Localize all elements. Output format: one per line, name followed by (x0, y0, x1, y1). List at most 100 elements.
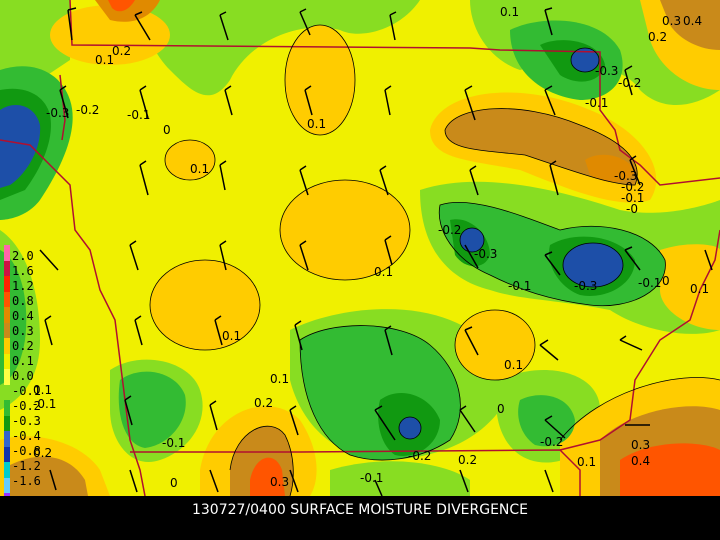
field-region (118, 371, 186, 448)
legend-swatch (4, 446, 10, 462)
map-caption: 130727/0400 SURFACE MOISTURE DIVERGENCE (191, 502, 529, 518)
contour-label: -0.3 (46, 106, 69, 120)
contour-labels: 0.10.20.10.3 0.40.2-0.3-0.2-0.1-0.3 -0.2 -0… (33, 5, 709, 490)
state-boundaries (0, 0, 720, 496)
legend-label: 0.1 (12, 354, 34, 368)
color-legend: 2.0 1.6 1.2 0.8 0.4 0.3 0.2 0.1 0.0 -0.1 -0.2 -0.3-… (0, 245, 60, 515)
contour-label: 0.4 (631, 454, 650, 468)
legend-swatch (4, 369, 10, 385)
field-region (165, 140, 215, 180)
contour-label: -0.1 (360, 471, 383, 485)
legend-label: 0.0 (12, 369, 34, 383)
contour-label: -0.1 (508, 279, 531, 293)
contour-label: 0.1 (374, 265, 393, 279)
contour-label: 0 (662, 274, 670, 288)
contour-label: 0.2 (254, 396, 273, 410)
field-region (146, 0, 420, 96)
contour-label: -0.2 (408, 449, 431, 463)
contour-label: 0.2 (458, 453, 477, 467)
contour-label: 0.2 (33, 446, 52, 460)
legend-label: -0.3 (12, 414, 41, 428)
contour-label: -0.2 (76, 103, 99, 117)
legend-swatch (4, 431, 10, 447)
contour-label: 0.2 (112, 44, 131, 58)
contour-label: 0.3 (662, 14, 681, 28)
contour-label: -0.2 (621, 180, 644, 194)
contour-label: 0.2 (648, 30, 667, 44)
contour-label: -0.2 (540, 435, 563, 449)
legend-swatch (4, 338, 10, 354)
legend-label: 0.4 (12, 309, 34, 323)
wind-barbs (39, 7, 713, 496)
contour-label: 0.1 (95, 53, 114, 67)
contour-label: 0 (163, 123, 171, 137)
legend-swatch (4, 384, 10, 400)
field-region (660, 244, 720, 330)
contour-label: 0.1 (190, 162, 209, 176)
field-region (585, 154, 635, 182)
legend-label: -0.4 (12, 429, 41, 443)
contour-label: 0.1 (222, 329, 241, 343)
moisture-divergence-map: 0.10.20.10.3 0.40.2-0.3-0.2-0.1-0.3 -0.2 -0… (0, 0, 720, 496)
field-region (455, 310, 535, 380)
legend-swatch (4, 462, 10, 478)
field-region (399, 417, 421, 439)
field-region (330, 461, 470, 496)
field-region (280, 180, 410, 280)
legend-swatch (4, 276, 10, 292)
contour-label: -0.1 (127, 108, 150, 122)
field-region (50, 5, 170, 65)
contour-label: 0 (170, 476, 178, 490)
legend-swatch (4, 353, 10, 369)
contour-label: 0 (497, 402, 505, 416)
legend-swatch (4, 245, 10, 261)
contour-label: 0.1 (270, 372, 289, 386)
contour-label: -0.1 (621, 191, 644, 205)
legend-swatch (4, 260, 10, 276)
legend-label: -1.2 (12, 459, 41, 473)
legend-label: 0.8 (12, 294, 34, 308)
contour-label: -0.3 (614, 169, 637, 183)
contour-label: -0 (626, 202, 638, 216)
legend-label: -0.2 (12, 399, 41, 413)
contour-label: -0.3 (595, 64, 618, 78)
field-region (0, 105, 41, 188)
legend-swatch (4, 477, 10, 493)
contour-label: 0.1 (690, 282, 709, 296)
legend-label: -0.1 (12, 384, 41, 398)
contour-label: -0.1 (33, 397, 56, 411)
field-region (108, 0, 135, 12)
field-region (285, 25, 355, 135)
contour-label: 0.1 (33, 383, 52, 397)
contour-label: 0.1 (500, 5, 519, 19)
contour-label: 0.3 (270, 475, 289, 489)
legend-label: 1.2 (12, 279, 34, 293)
contour-label: -0.1 (162, 436, 185, 450)
contour-label: -0.2 (618, 76, 641, 90)
contour-label: 0.4 (683, 14, 702, 28)
footer-bar (0, 496, 720, 540)
contour-label: -0.1 (585, 96, 608, 110)
contour-label: -0.1 (638, 276, 661, 290)
legend-label: 2.0 (12, 249, 34, 263)
legend-swatch (4, 307, 10, 323)
contour-label: 0.1 (504, 358, 523, 372)
legend-swatch (4, 400, 10, 416)
field-region (571, 48, 599, 72)
contour-label: 0.1 (307, 117, 326, 131)
contour-label: 0.1 (577, 455, 596, 469)
field-region (563, 243, 623, 287)
field-region (10, 456, 88, 496)
legend-label: 0.3 (12, 324, 34, 338)
legend-swatch (4, 322, 10, 338)
contour-label: -0.3 (574, 279, 597, 293)
contour-label: -0.2 (438, 223, 461, 237)
field-region (620, 443, 720, 496)
legend-label: -1.6 (12, 474, 41, 488)
legend-label: 0.2 (12, 339, 34, 353)
contour-label: -0.3 (474, 247, 497, 261)
field-region (250, 457, 285, 496)
legend-label: 1.6 (12, 264, 34, 278)
field-region (150, 260, 260, 350)
field-region (660, 0, 720, 50)
